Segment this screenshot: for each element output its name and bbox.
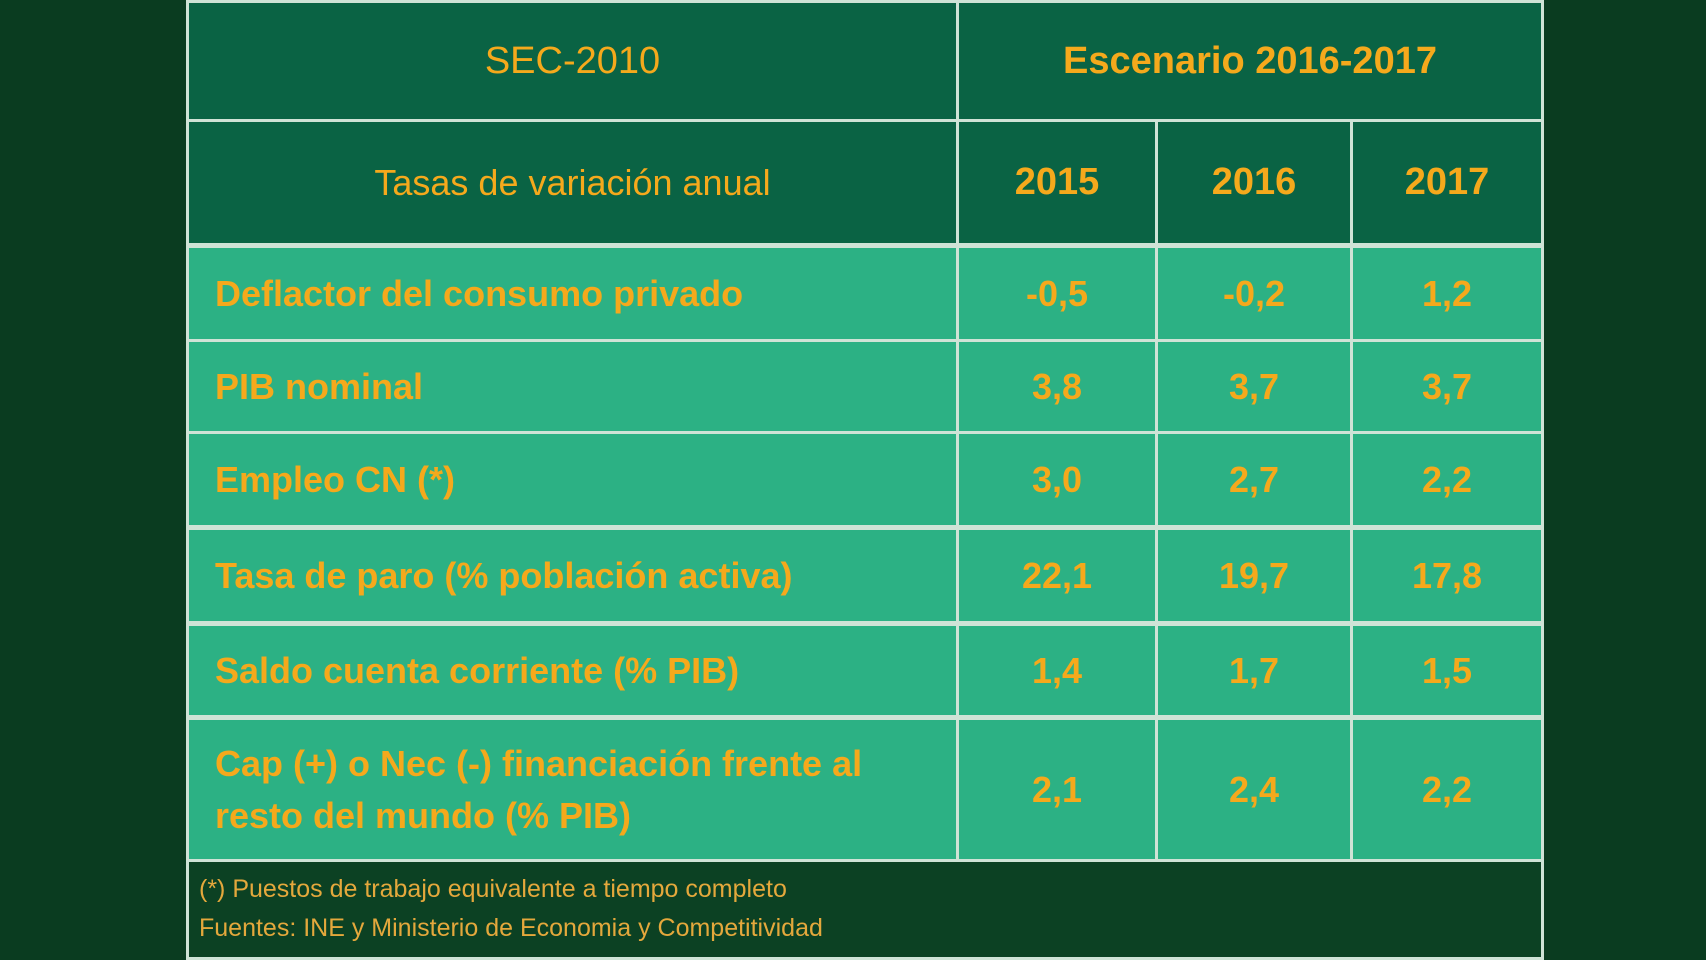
table-row: Tasa de paro (% población activa) 22,1 1… [186, 525, 1544, 625]
header-escenario-cell: Escenario 2016-2017 [956, 0, 1544, 122]
value-cell: -0,5 [956, 243, 1158, 342]
footnote-line: Fuentes: INE y Ministerio de Economia y … [199, 914, 823, 942]
footnotes-box: (*) Puestos de trabajo equivalente a tie… [186, 862, 1544, 960]
value-cell: 3,0 [956, 431, 1158, 529]
value-cell: 1,7 [1155, 621, 1353, 719]
value-cell: 3,8 [956, 339, 1158, 434]
economic-scenario-table: SEC-2010 Escenario 2016-2017 Tasas de va… [186, 0, 1544, 862]
value-cell: 1,4 [956, 621, 1158, 719]
row-label-cell: PIB nominal [186, 339, 959, 434]
row-label-cell: Cap (+) o Nec (-) financiación frente al… [186, 715, 959, 862]
value-cell: 2,2 [1350, 431, 1544, 529]
value-cell: 2,1 [956, 715, 1158, 862]
value-cell: 3,7 [1155, 339, 1353, 434]
year-header-2016: 2016 [1155, 119, 1353, 247]
header-sec2010-cell: SEC-2010 [186, 0, 959, 122]
row-label-cell: Deflactor del consumo privado [186, 243, 959, 342]
table-header-row-2: Tasas de variación anual 2015 2016 2017 [186, 119, 1544, 247]
table-row: Empleo CN (*) 3,0 2,7 2,2 [186, 431, 1544, 529]
value-cell: 2,2 [1350, 715, 1544, 862]
table-header-row-1: SEC-2010 Escenario 2016-2017 [186, 0, 1544, 122]
row-label-cell: Saldo cuenta corriente (% PIB) [186, 621, 959, 719]
table-row: Deflactor del consumo privado -0,5 -0,2 … [186, 243, 1544, 342]
footnote-line: (*) Puestos de trabajo equivalente a tie… [199, 875, 787, 903]
year-header-2017: 2017 [1350, 119, 1544, 247]
value-cell: 22,1 [956, 525, 1158, 625]
subheader-tasas-cell: Tasas de variación anual [186, 119, 959, 247]
row-label-cell: Tasa de paro (% población activa) [186, 525, 959, 625]
value-cell: 2,7 [1155, 431, 1353, 529]
value-cell: 19,7 [1155, 525, 1353, 625]
value-cell: 1,2 [1350, 243, 1544, 342]
value-cell: 1,5 [1350, 621, 1544, 719]
table-row: Cap (+) o Nec (-) financiación frente al… [186, 715, 1544, 862]
value-cell: 3,7 [1350, 339, 1544, 434]
table-row: Saldo cuenta corriente (% PIB) 1,4 1,7 1… [186, 621, 1544, 719]
value-cell: 17,8 [1350, 525, 1544, 625]
row-label-cell: Empleo CN (*) [186, 431, 959, 529]
value-cell: -0,2 [1155, 243, 1353, 342]
table-row: PIB nominal 3,8 3,7 3,7 [186, 339, 1544, 434]
year-header-2015: 2015 [956, 119, 1158, 247]
value-cell: 2,4 [1155, 715, 1353, 862]
